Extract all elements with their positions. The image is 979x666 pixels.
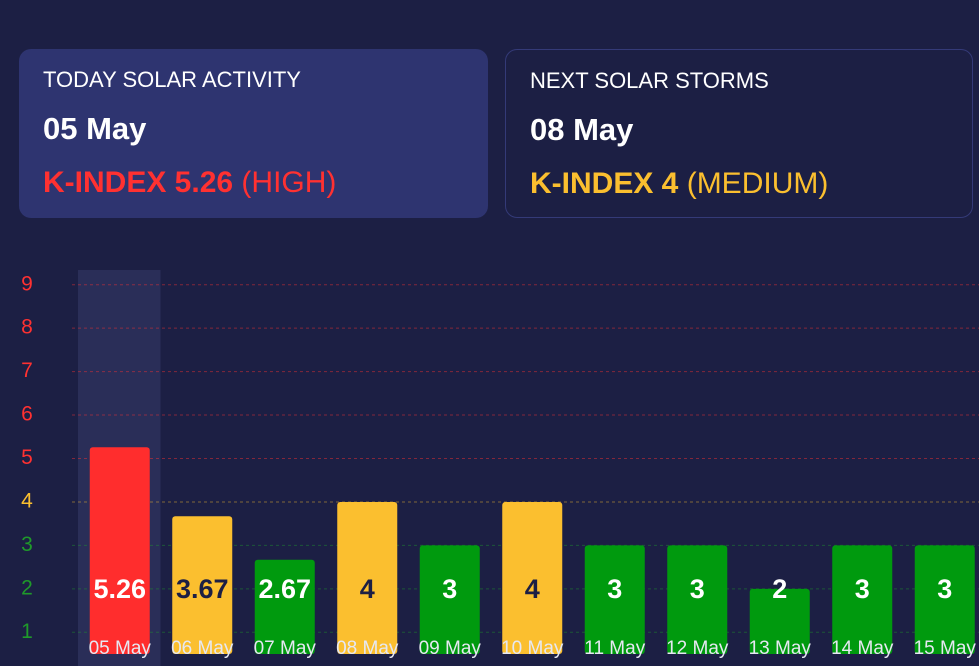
k-index-value: K-INDEX 5.26: [43, 166, 234, 199]
y-tick-label: 2: [21, 576, 33, 599]
data-label: 3.67: [176, 574, 229, 604]
next-card: NEXT SOLAR STORMS 08 May K-INDEX 4 (MEDI…: [505, 49, 973, 218]
bar: [667, 545, 728, 654]
y-tick-label: 1: [21, 620, 33, 643]
x-tick-label: 06 May: [171, 638, 234, 659]
y-tick-label: 9: [21, 272, 33, 295]
bar: [172, 516, 233, 654]
x-tick-label: 15 May: [914, 638, 977, 659]
data-label: 3: [442, 574, 457, 604]
k-index-value: K-INDEX 4: [530, 167, 679, 200]
data-label: 3: [690, 574, 705, 604]
data-label: 4: [360, 574, 375, 604]
card-title: TODAY SOLAR ACTIVITY: [43, 67, 301, 92]
bar: [254, 559, 315, 654]
x-tick-label: 11 May: [584, 638, 645, 659]
y-tick-label: 5: [21, 446, 33, 469]
bar: [502, 501, 563, 654]
x-tick-label: 08 May: [336, 638, 399, 659]
k-index: K-INDEX 5.26 (HIGH): [43, 166, 336, 200]
y-tick-label: 8: [21, 316, 33, 339]
data-label: 2: [772, 574, 787, 604]
card-date: 08 May: [530, 112, 634, 147]
x-tick-label: 12 May: [666, 638, 729, 659]
x-tick-label: 10 May: [501, 638, 564, 659]
card-title: NEXT SOLAR STORMS: [530, 68, 769, 93]
bar: [914, 545, 975, 654]
y-tick-label: 4: [21, 489, 33, 512]
data-label: 4: [525, 574, 540, 604]
data-label: 3: [937, 574, 952, 604]
card-date: 05 May: [43, 111, 147, 146]
y-tick-label: 6: [21, 403, 33, 426]
y-tick-label: 7: [21, 359, 33, 382]
data-label: 3: [607, 574, 622, 604]
bar: [749, 588, 810, 654]
bar: [89, 447, 150, 654]
x-tick-label: 09 May: [419, 638, 482, 659]
x-tick-label: 13 May: [749, 638, 812, 659]
data-label: 3: [855, 574, 870, 604]
data-label: 2.67: [258, 574, 311, 604]
data-label: 5.26: [93, 574, 146, 604]
bar: [584, 545, 645, 654]
bar: [419, 545, 480, 654]
x-tick-label: 14 May: [831, 638, 894, 659]
k-index: K-INDEX 4 (MEDIUM): [530, 167, 828, 201]
y-tick-label: 3: [21, 533, 33, 556]
bar: [832, 545, 893, 654]
k-level: (HIGH): [241, 166, 337, 199]
k-level: (MEDIUM): [686, 167, 829, 200]
x-tick-label: 07 May: [254, 638, 317, 659]
bar: [337, 501, 398, 654]
today-card: TODAY SOLAR ACTIVITY 05 May K-INDEX 5.26…: [19, 49, 488, 218]
x-tick-label: 05 May: [89, 638, 152, 659]
